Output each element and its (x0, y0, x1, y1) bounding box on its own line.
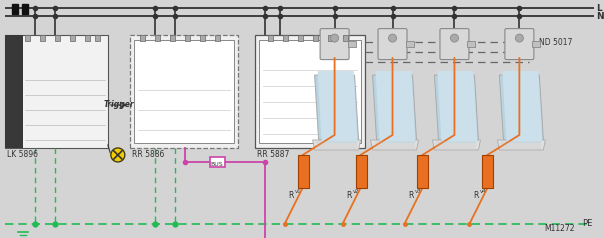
Text: ν4: ν4 (480, 189, 486, 194)
Text: L: L (596, 4, 602, 13)
Circle shape (330, 34, 339, 42)
Bar (405, 41, 414, 47)
Bar (327, 35, 333, 41)
Polygon shape (371, 140, 419, 150)
Bar (268, 35, 272, 41)
Polygon shape (373, 75, 417, 140)
Text: ν3: ν3 (414, 189, 421, 194)
Text: ND 5017: ND 5017 (539, 38, 573, 47)
Text: BUS: BUS (210, 163, 223, 168)
Text: R: R (347, 191, 352, 200)
Bar (185, 35, 190, 41)
Text: R: R (474, 191, 479, 200)
Bar (170, 35, 175, 41)
Circle shape (515, 34, 524, 42)
Bar (313, 35, 318, 41)
Polygon shape (318, 71, 358, 143)
Circle shape (451, 34, 458, 42)
Bar (12, 4, 18, 14)
Bar (155, 35, 160, 41)
FancyBboxPatch shape (440, 29, 469, 60)
FancyBboxPatch shape (320, 29, 349, 60)
Bar (356, 155, 367, 188)
Polygon shape (376, 71, 416, 143)
Bar (200, 35, 205, 41)
Bar (22, 4, 28, 14)
Bar (532, 41, 541, 47)
Text: LK 5896: LK 5896 (7, 150, 38, 159)
Bar (95, 35, 100, 41)
Bar (25, 35, 30, 41)
Bar (140, 35, 145, 41)
Bar (259, 40, 361, 143)
Text: Trigger: Trigger (103, 100, 134, 109)
Text: M11272: M11272 (544, 224, 575, 233)
Polygon shape (432, 140, 480, 150)
Text: R: R (408, 191, 414, 200)
Bar (130, 35, 238, 148)
Bar (134, 40, 234, 143)
Bar (85, 35, 90, 41)
FancyBboxPatch shape (505, 29, 534, 60)
Text: RR 5886: RR 5886 (132, 150, 164, 159)
Bar (215, 35, 220, 41)
Polygon shape (498, 140, 545, 150)
Bar (298, 35, 303, 41)
Bar (40, 35, 45, 41)
Bar (5, 35, 108, 148)
Text: RR 5887: RR 5887 (257, 150, 289, 159)
Bar (255, 35, 365, 148)
Bar (298, 155, 309, 188)
Bar (55, 35, 60, 41)
Bar (467, 41, 475, 47)
Bar (483, 155, 493, 188)
Circle shape (111, 148, 125, 162)
Bar (283, 35, 288, 41)
Text: PE: PE (582, 219, 593, 228)
Polygon shape (434, 75, 478, 140)
Bar (70, 35, 75, 41)
Bar (342, 35, 347, 41)
Bar (210, 157, 225, 167)
Polygon shape (500, 75, 544, 140)
Polygon shape (315, 75, 359, 140)
Text: ν1: ν1 (295, 189, 301, 194)
Bar (417, 155, 428, 188)
FancyBboxPatch shape (378, 29, 407, 60)
Polygon shape (437, 71, 477, 143)
Bar (5, 35, 23, 148)
Polygon shape (503, 71, 542, 143)
Circle shape (388, 34, 396, 42)
Text: ν2: ν2 (353, 189, 359, 194)
Polygon shape (313, 140, 361, 150)
Text: R: R (289, 191, 294, 200)
Bar (347, 41, 356, 47)
Text: N: N (596, 12, 604, 21)
